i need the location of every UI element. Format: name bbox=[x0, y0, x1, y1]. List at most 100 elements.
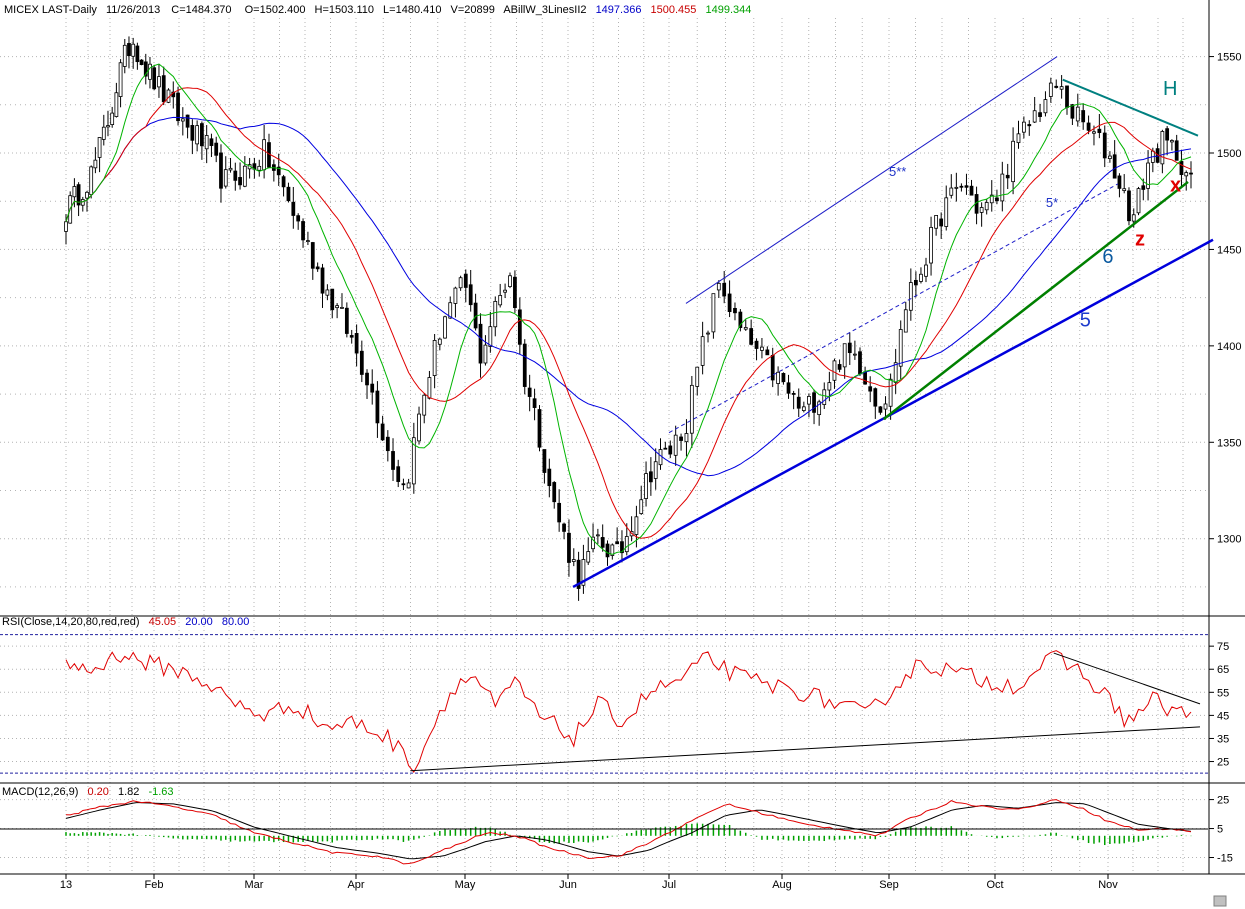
candle-body bbox=[437, 338, 442, 345]
candle-body bbox=[301, 221, 305, 241]
annotation-5starstar: 5** bbox=[889, 164, 906, 179]
top-H-line bbox=[1062, 78, 1199, 137]
candle-body bbox=[214, 142, 219, 156]
candle-body bbox=[85, 191, 89, 199]
ma-green-line bbox=[65, 63, 1192, 555]
candle-body bbox=[586, 551, 591, 563]
candle-body bbox=[738, 311, 743, 328]
candle-body bbox=[340, 307, 344, 309]
candle-body bbox=[1086, 122, 1091, 131]
candle-body bbox=[296, 215, 301, 222]
candle-body bbox=[959, 185, 964, 188]
rsi-value: 45.05 bbox=[149, 616, 177, 628]
candle-body bbox=[1122, 188, 1127, 191]
candle-body bbox=[620, 541, 624, 554]
candle-body bbox=[1108, 155, 1112, 159]
candle-body bbox=[359, 350, 364, 375]
candle-body bbox=[195, 125, 200, 145]
candle-body bbox=[888, 378, 893, 407]
candle-body bbox=[1092, 131, 1096, 134]
candle-body bbox=[689, 384, 694, 434]
candle-body bbox=[695, 366, 700, 387]
rsi-layer bbox=[65, 650, 1201, 774]
candle-body bbox=[411, 437, 416, 485]
candle-body bbox=[281, 176, 286, 188]
candle-body bbox=[276, 166, 281, 176]
candle-body bbox=[478, 323, 483, 364]
header-symbol: MICEX LAST-Daily bbox=[4, 4, 97, 16]
candle-body bbox=[853, 353, 857, 356]
rsi-tick-label: 55 bbox=[1217, 687, 1229, 699]
candle-body bbox=[949, 187, 954, 196]
candle-body bbox=[807, 396, 811, 405]
candle-body bbox=[180, 118, 185, 122]
candle-body bbox=[969, 185, 974, 196]
candle-body bbox=[749, 328, 754, 345]
macd-header: MACD(12,26,9) 0.20 1.82 -1.63 bbox=[2, 786, 174, 798]
candle-body bbox=[1184, 172, 1189, 177]
price-tick-label: 1400 bbox=[1217, 341, 1241, 353]
month-label: May bbox=[455, 879, 476, 891]
candle-body bbox=[908, 282, 913, 311]
candle-body bbox=[127, 43, 131, 57]
candle-body bbox=[552, 482, 557, 503]
candle-body bbox=[204, 135, 209, 150]
candle-body bbox=[727, 293, 732, 312]
rsi-lower: 20.00 bbox=[185, 616, 213, 628]
candle-body bbox=[80, 199, 85, 206]
candle-body bbox=[893, 362, 898, 383]
header-indicator: ABillW_3LinesII2 bbox=[503, 4, 586, 16]
candle-body bbox=[684, 433, 689, 443]
candle-body bbox=[370, 383, 375, 393]
candle-body bbox=[310, 242, 315, 269]
dashed-5* bbox=[668, 183, 1119, 434]
candle-body bbox=[135, 45, 140, 63]
candle-body bbox=[1016, 133, 1021, 144]
candle-body bbox=[532, 398, 537, 408]
candle-body bbox=[562, 523, 566, 532]
candle-body bbox=[468, 284, 473, 306]
macd-tick-label: 5 bbox=[1217, 824, 1223, 836]
candle-body bbox=[262, 139, 266, 171]
candle-body bbox=[375, 390, 380, 424]
rsi-line bbox=[65, 650, 1192, 774]
candle-body bbox=[1022, 121, 1026, 133]
rsi-label: RSI(Close,14,20,80,red,red) bbox=[2, 616, 140, 628]
price-tick-label: 1300 bbox=[1217, 534, 1241, 546]
candle-body bbox=[453, 287, 458, 304]
candle-body bbox=[427, 377, 432, 399]
candle-body bbox=[291, 201, 296, 216]
header-ind-red: 1500.455 bbox=[651, 4, 697, 16]
candle-body bbox=[979, 207, 984, 213]
candle-body bbox=[595, 534, 600, 537]
annotation-layer: Hx z6 5 5** 5* bbox=[572, 56, 1214, 589]
rsi-upper: 80.00 bbox=[222, 616, 250, 628]
price-tick-label: 1550 bbox=[1217, 52, 1241, 64]
candle-body bbox=[513, 276, 517, 309]
candle-body bbox=[443, 316, 447, 339]
macd-line bbox=[65, 799, 1192, 865]
candle-body bbox=[306, 240, 310, 243]
candle-body bbox=[391, 451, 395, 470]
candle-body bbox=[1136, 188, 1141, 214]
candle-body bbox=[286, 186, 291, 202]
candle-body bbox=[185, 114, 190, 128]
candle-body bbox=[581, 559, 586, 586]
candle-body bbox=[817, 401, 822, 416]
candle-body bbox=[493, 301, 498, 328]
rsi-tick-label: 65 bbox=[1217, 664, 1229, 676]
corner-box bbox=[1213, 895, 1227, 907]
candle-body bbox=[567, 532, 571, 563]
candle-body bbox=[1081, 110, 1086, 123]
header-ind-green: 1499.344 bbox=[705, 4, 751, 16]
candle-body bbox=[929, 226, 933, 264]
month-label: Jun bbox=[559, 879, 577, 891]
candle-body bbox=[344, 307, 349, 334]
candle-body bbox=[863, 371, 867, 385]
candle-body bbox=[1102, 132, 1107, 159]
candle-body bbox=[406, 482, 411, 489]
month-label: 13 bbox=[60, 879, 72, 891]
candle-body bbox=[349, 335, 354, 338]
rsi-header: RSI(Close,14,20,80,red,red) 45.05 20.00 … bbox=[2, 616, 249, 628]
